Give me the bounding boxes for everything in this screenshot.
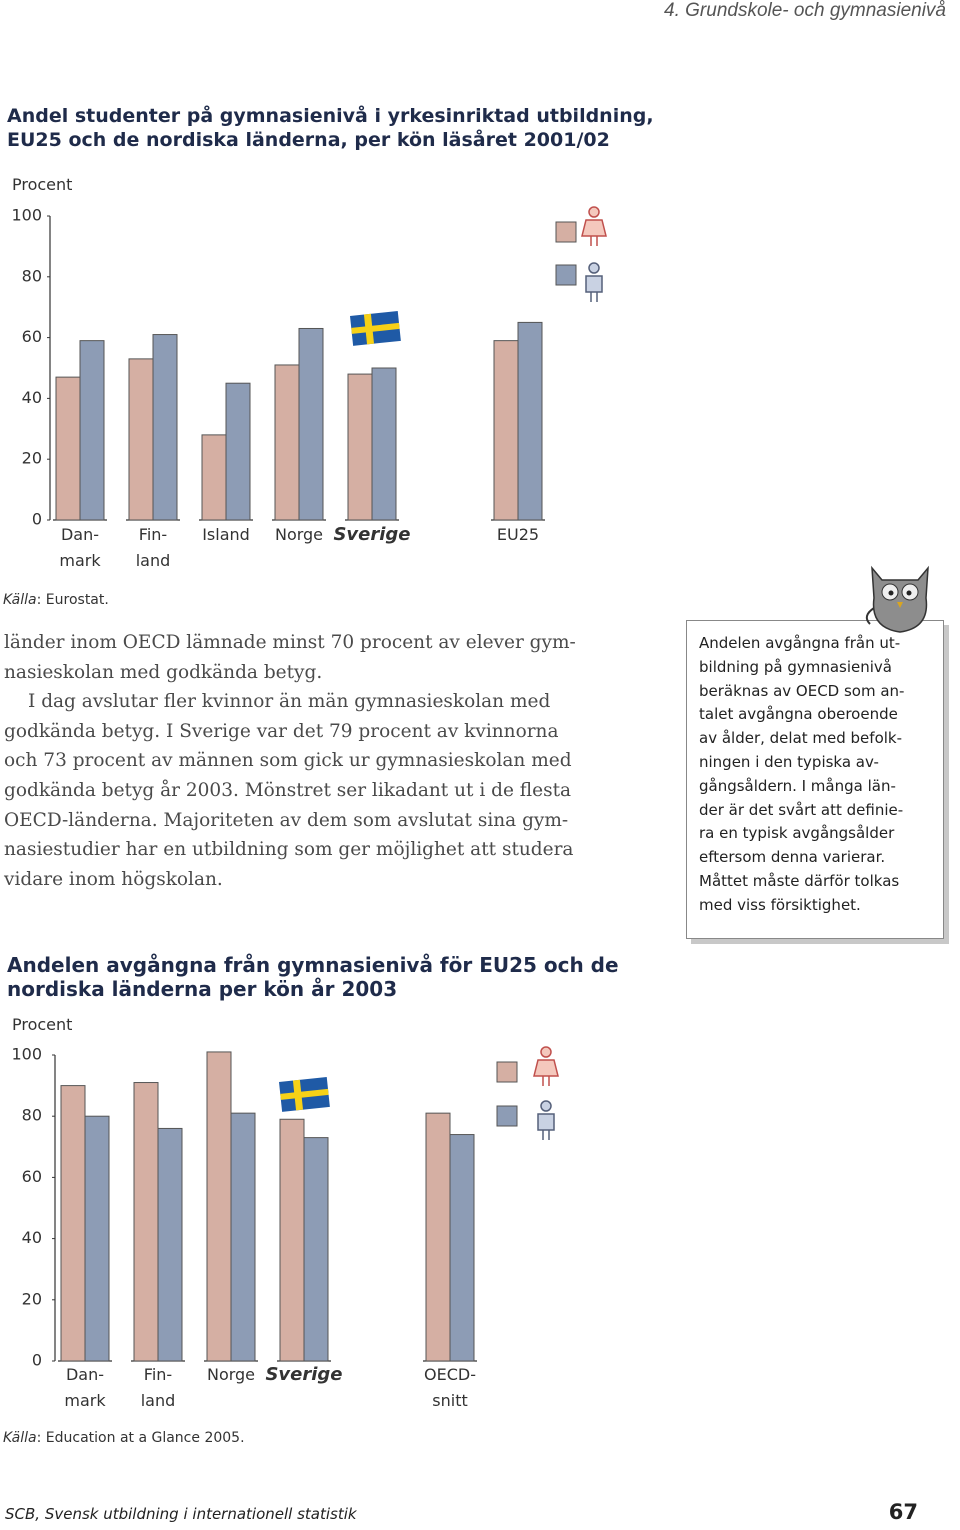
bar: [152, 334, 178, 521]
female-icon: [533, 1046, 559, 1086]
y-tick-label: 20: [22, 1289, 42, 1308]
y-tick-label: 60: [22, 327, 42, 346]
flag: [350, 310, 401, 346]
source: Källa: Eurostat.: [3, 592, 109, 608]
body-text-line: godkända betyg. I Sverige var det 79 pro…: [4, 720, 559, 742]
body-text-line: länder inom OECD lämnade minst 70 procen…: [4, 632, 576, 653]
x-tick-label: Sverige: [333, 524, 411, 545]
sidebar-line: beräknas av OECD som an-: [699, 681, 905, 700]
bar: [206, 1051, 232, 1362]
sidebar-box: Andelen avgångna från ut-bildning på gym…: [686, 620, 944, 939]
x-tick-label: Sverige: [265, 1364, 343, 1385]
x-tick-label: Dan- mark: [64, 1365, 106, 1410]
sidebar-line: eftersom denna varierar.: [699, 848, 886, 867]
legend-swatch: [555, 221, 577, 243]
body-text-line: nasieskolan med godkända betyg.: [4, 661, 323, 683]
x-tick-label: Norge: [206, 1365, 256, 1384]
bar: [425, 1112, 451, 1362]
body-text-line: I dag avslutar fler kvinnor än män gymna…: [28, 691, 551, 713]
source-label: Källa: [3, 592, 37, 608]
source-text: : Education at a Glance 2005.: [36, 1430, 245, 1446]
legend-swatch: [496, 1105, 518, 1127]
x-tick-label: Island: [202, 525, 250, 544]
sidebar-line: med viss försiktighet.: [699, 895, 861, 914]
bar: [449, 1134, 475, 1362]
bar: [60, 1085, 86, 1362]
y-tick-label: 80: [22, 266, 42, 285]
sidebar-line: bildning på gymnasienivå: [699, 657, 892, 676]
bar: [128, 358, 154, 521]
legend-swatch: [496, 1061, 518, 1083]
bar: [274, 364, 300, 521]
female-icon: [581, 206, 607, 246]
sidebar-line: ningen i den typiska av-: [699, 753, 879, 771]
sidebar-line: av ålder, delat med befolk-: [699, 729, 903, 748]
male-icon: [585, 262, 603, 302]
footer: SCB, Svensk utbildning i internationell …: [5, 1505, 357, 1523]
legend-swatch: [555, 264, 577, 286]
sidebar-line: gångsåldern. I många län-: [699, 776, 896, 795]
owl: [865, 565, 929, 633]
source-label: Källa: [3, 1430, 37, 1446]
bar: [279, 1118, 305, 1362]
y-tick-label: 60: [22, 1167, 42, 1186]
sidebar-line: talet avgångna oberoende: [699, 705, 898, 724]
sidebar-line: ra en typisk avgångsålder: [699, 824, 895, 843]
y-tick-label: 40: [22, 1228, 42, 1247]
running-header: 4. Grundskole- och gymnasienivå: [664, 0, 946, 21]
bar: [79, 340, 105, 521]
bar: [133, 1082, 159, 1362]
male-icon: [537, 1100, 555, 1140]
sidebar-line: Måttet måste därför tolkas: [699, 872, 900, 890]
body-text-line: godkända betyg år 2003. Mönstret ser lik…: [4, 780, 572, 801]
body-text-line: vidare inom högskolan.: [4, 868, 223, 890]
flag: [279, 1076, 330, 1112]
bar: [517, 321, 543, 521]
bar: [55, 376, 81, 521]
y-tick-label: 40: [22, 388, 42, 407]
x-tick-label: Fin- land: [135, 525, 171, 570]
body-text-line: OECD-länderna. Majoriteten av dem som av…: [4, 809, 569, 831]
bar: [225, 382, 251, 521]
y-axis-label: Procent: [12, 175, 73, 194]
bar: [347, 373, 373, 521]
x-tick-label: Dan- mark: [59, 525, 101, 570]
chart-title: Andel studenter på gymnasienivå i yrkesi…: [7, 105, 654, 151]
x-tick-label: Norge: [274, 525, 324, 544]
y-tick-label: 20: [22, 449, 42, 468]
bar: [84, 1115, 110, 1362]
bar: [298, 327, 324, 521]
y-axis-label: Procent: [12, 1015, 73, 1034]
y-tick-label: 100: [11, 1045, 42, 1064]
x-tick-label: OECD-snitt: [424, 1365, 476, 1410]
y-tick-label: 0: [32, 510, 42, 529]
y-tick-label: 80: [22, 1106, 42, 1125]
sidebar-line: der är det svårt att definie-: [699, 800, 904, 819]
page-number: 67: [888, 1500, 918, 1524]
bar: [371, 367, 397, 521]
source-text: : Eurostat.: [36, 592, 109, 608]
bar: [201, 434, 227, 521]
bar: [230, 1112, 256, 1362]
y-tick-label: 0: [32, 1351, 42, 1370]
source: Källa: Education at a Glance 2005.: [3, 1430, 245, 1446]
bar: [303, 1137, 329, 1362]
sidebar-line: Andelen avgångna från ut-: [699, 634, 901, 652]
body-text-line: nasiestudier har en utbildning som ger m…: [4, 839, 574, 861]
bar: [493, 340, 519, 521]
body-text-line: och 73 procent av männen som gick ur gym…: [4, 750, 572, 772]
x-tick-label: EU25: [496, 525, 540, 544]
y-tick-label: 100: [11, 206, 42, 225]
bar: [157, 1127, 183, 1362]
x-tick-label: Fin- land: [140, 1365, 176, 1410]
chart-title: Andelen avgångna från gymnasienivå för E…: [7, 953, 619, 1001]
